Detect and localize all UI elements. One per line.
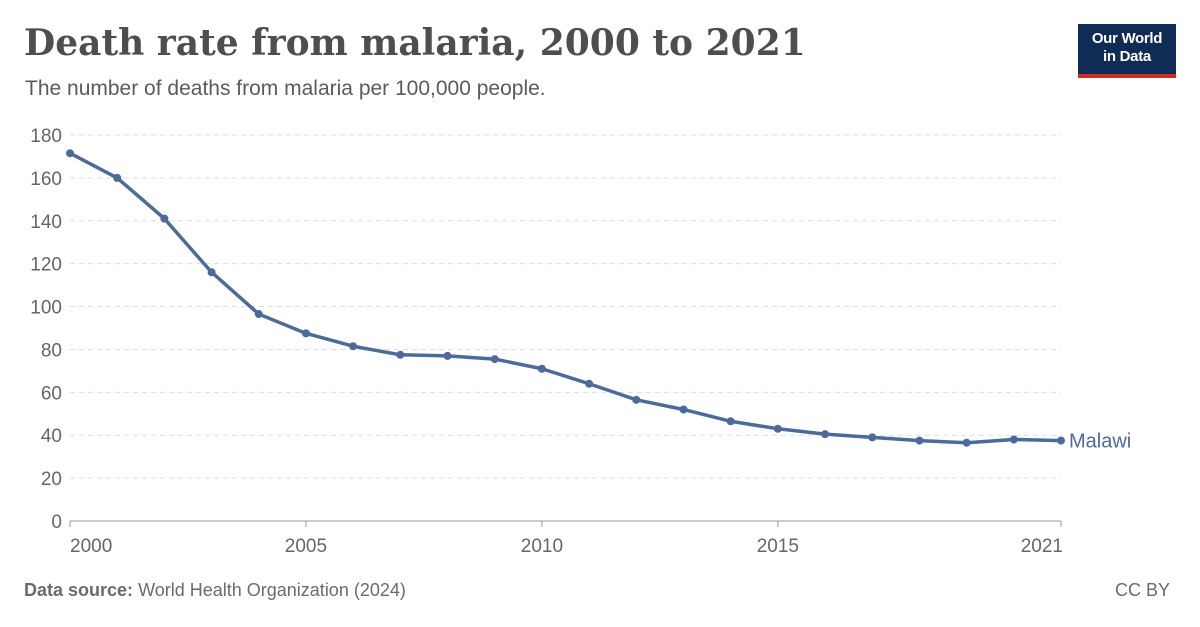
y-tick-label: 80: [41, 340, 62, 361]
data-point[interactable]: [962, 438, 971, 447]
data-point[interactable]: [868, 433, 877, 442]
data-point[interactable]: [443, 351, 452, 360]
series-label: Malawi: [1069, 431, 1131, 453]
x-tick-label: 2010: [521, 536, 563, 557]
data-point[interactable]: [1009, 435, 1018, 444]
data-point[interactable]: [396, 350, 405, 359]
y-tick-label: 120: [30, 255, 62, 276]
data-point[interactable]: [113, 173, 122, 182]
data-point[interactable]: [726, 417, 735, 426]
y-tick-label: 60: [41, 383, 62, 404]
data-point[interactable]: [349, 342, 358, 351]
series-line-malawi[interactable]: [68, 151, 1063, 445]
x-tick-label: 2015: [757, 536, 799, 557]
data-point[interactable]: [679, 405, 688, 414]
y-tick-label: 160: [30, 169, 62, 190]
y-tick-label: 20: [41, 469, 62, 490]
data-point[interactable]: [821, 430, 830, 439]
data-point[interactable]: [773, 424, 782, 433]
data-point[interactable]: [301, 329, 310, 338]
data-point[interactable]: [1057, 436, 1065, 445]
data-source: Data source: World Health Organization (…: [24, 580, 406, 601]
chart-subtitle: The number of deaths from malaria per 10…: [25, 77, 546, 100]
chart-title: Death rate from malaria, 2000 to 2021: [24, 22, 806, 64]
axis-layer: 0 20 40 60 80 100 120 140 160 180 2000 2005 2010 2015…: [30, 126, 1063, 557]
y-tick-label: 180: [30, 126, 62, 147]
grid-layer: [70, 134, 1061, 479]
logo-line-1: Our World: [1091, 30, 1163, 47]
y-tick-label: 0: [51, 512, 62, 533]
y-tick-label: 40: [41, 426, 62, 447]
x-tick-label: 2005: [285, 536, 327, 557]
license-link[interactable]: CC BY: [1114, 580, 1170, 600]
data-point[interactable]: [254, 310, 263, 319]
owid-logo[interactable]: Our World in Data: [1078, 24, 1176, 78]
data-point[interactable]: [915, 436, 924, 445]
data-source-link[interactable]: World Health Organization (2024): [138, 580, 406, 600]
data-point[interactable]: [160, 214, 169, 223]
y-tick-label: 100: [30, 298, 62, 319]
x-tick-label: 2021: [1021, 536, 1063, 557]
data-point[interactable]: [537, 364, 546, 373]
data-point[interactable]: [207, 268, 216, 277]
y-tick-label: 140: [30, 212, 62, 233]
data-point[interactable]: [585, 379, 594, 388]
data-source-label: Data source:: [24, 580, 134, 600]
data-point[interactable]: [490, 355, 499, 364]
logo-line-2: in Data: [1103, 48, 1151, 65]
data-point[interactable]: [632, 395, 641, 404]
series-layer: Malawi: [66, 149, 1131, 453]
data-point[interactable]: [66, 149, 74, 158]
x-tick-label: 2000: [70, 536, 112, 557]
